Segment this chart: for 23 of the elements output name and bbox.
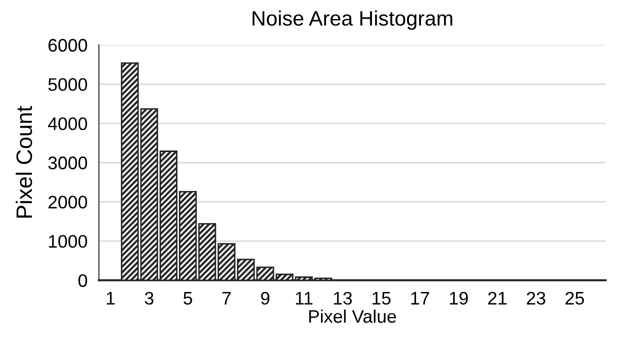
chart-title: Noise Area Histogram	[252, 10, 452, 30]
y-tick-label: 3000	[48, 156, 88, 170]
x-tick-label: 15	[372, 292, 391, 305]
y-tick-label: 0	[78, 274, 88, 287]
x-axis-title: Pixel Value	[309, 310, 396, 323]
x-tick-label: 5	[184, 292, 192, 305]
y-tick-label: 1000	[48, 234, 88, 248]
x-tick-label: 13	[334, 292, 352, 305]
y-tick-label: 4000	[48, 117, 88, 130]
x-tick-label: 17	[411, 292, 430, 304]
x-tick-label: 21	[488, 292, 506, 304]
x-tick-label: 19	[450, 292, 468, 305]
y-tick-label: 2000	[48, 196, 88, 209]
x-tick-label: 25	[566, 292, 584, 305]
x-tick-label: 9	[261, 292, 270, 305]
x-tick-label: 23	[526, 292, 546, 305]
x-tick-label: 11	[296, 292, 312, 304]
x-tick-label: 1	[106, 292, 115, 304]
y-tick-label: 5000	[48, 78, 88, 91]
y-axis-title: Pixel Count	[16, 106, 32, 218]
y-tick-label: 6000	[48, 38, 88, 52]
x-tick-label: 7	[222, 292, 231, 304]
x-tick-label: 3	[144, 292, 154, 305]
